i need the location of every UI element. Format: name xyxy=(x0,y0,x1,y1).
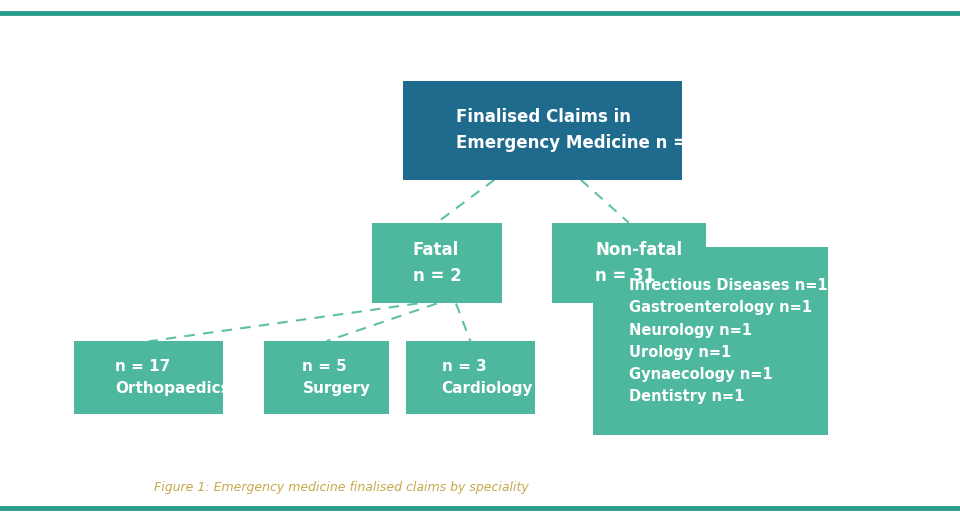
Text: Finalised Claims in
Emergency Medicine n = 33: Finalised Claims in Emergency Medicine n… xyxy=(456,108,716,153)
FancyBboxPatch shape xyxy=(403,81,682,180)
Text: Non-fatal
n = 31: Non-fatal n = 31 xyxy=(595,241,683,286)
FancyBboxPatch shape xyxy=(405,341,536,414)
Text: n = 17
Orthopaedics: n = 17 Orthopaedics xyxy=(115,359,229,396)
Text: n = 3
Cardiology: n = 3 Cardiology xyxy=(442,359,533,396)
FancyBboxPatch shape xyxy=(372,223,501,303)
FancyBboxPatch shape xyxy=(264,341,389,414)
Text: n = 5
Surgery: n = 5 Surgery xyxy=(302,359,371,396)
Text: Figure 1: Emergency medicine finalised claims by speciality: Figure 1: Emergency medicine finalised c… xyxy=(154,481,528,493)
FancyBboxPatch shape xyxy=(592,247,828,435)
Text: Infectious Diseases n=1
Gastroenterology n=1
Neurology n=1
Urology n=1
Gynaecolo: Infectious Diseases n=1 Gastroenterology… xyxy=(629,278,828,404)
Text: Fatal
n = 2: Fatal n = 2 xyxy=(413,241,462,286)
FancyBboxPatch shape xyxy=(75,341,223,414)
FancyBboxPatch shape xyxy=(552,223,706,303)
